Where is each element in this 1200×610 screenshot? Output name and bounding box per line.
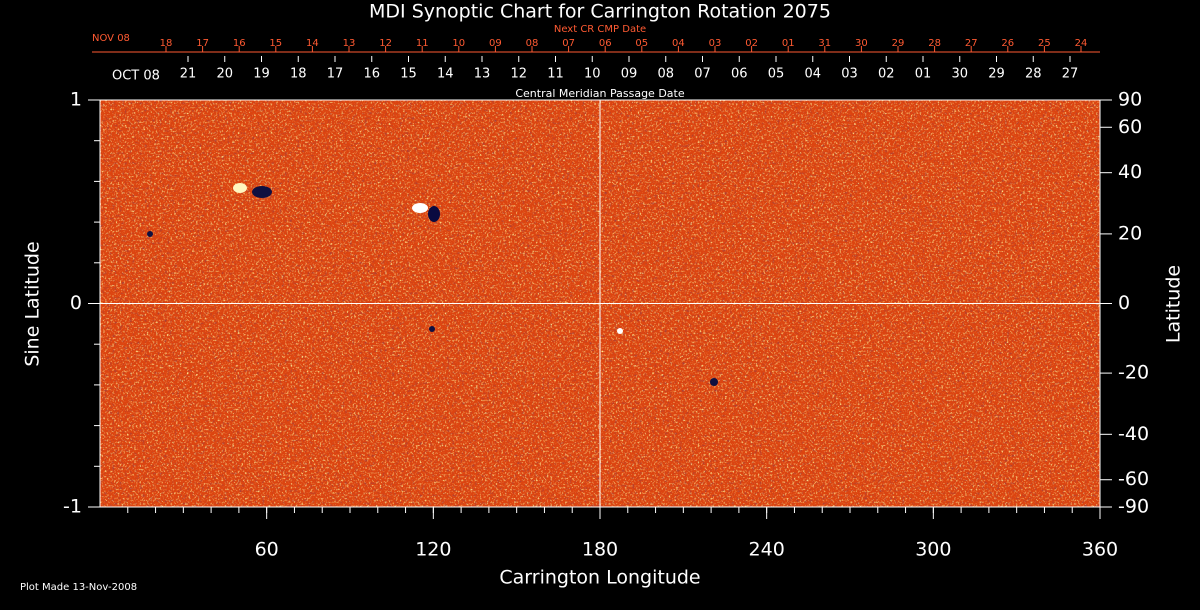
x-tick-label: 240 [749,539,785,561]
spot [710,378,718,386]
next-cmp-label: 28 [928,38,941,49]
y2-tick-label: -60 [1118,468,1149,490]
cmp-label: 27 [1062,67,1079,82]
cmp-label: 04 [804,67,821,82]
y-tick-label: -1 [63,496,82,518]
x-axis-label: Carrington Longitude [499,567,700,589]
x-tick-label: 120 [415,539,451,561]
y2-tick-label: -20 [1118,362,1149,384]
next-cmp-label: 30 [855,38,868,49]
x-tick-label: 300 [915,539,951,561]
next-cmp-label: 18 [160,38,173,49]
x-tick-label: 360 [1082,539,1118,561]
cmp-label: 13 [474,67,491,82]
cmp-label: 12 [510,67,527,82]
cmp-start: OCT 08 [112,69,160,84]
y2-tick-label: 90 [1118,89,1142,111]
next-cmp-label: 29 [892,38,905,49]
next-cmp-label: 12 [379,38,392,49]
active-regions [147,183,718,386]
spot [617,328,623,334]
cmp-label: 20 [216,67,233,82]
next-cmp-label: 25 [1038,38,1051,49]
y2-tick-label: 40 [1118,161,1142,183]
cmp-label: 18 [290,67,307,82]
next-cmp-label: 02 [745,38,758,49]
spot [233,183,247,193]
cmp-label: 02 [878,67,895,82]
cmp-label: 30 [951,67,968,82]
cmp-label: 09 [621,67,638,82]
y2-axis-label: Latitude [1163,265,1185,343]
next-cmp-axis-label: Next CR CMP Date [554,24,646,35]
cmp-label: 14 [437,67,454,82]
next-cmp-label: 14 [306,38,319,49]
y-tick-label: 1 [70,89,82,111]
cmp-label: 06 [731,67,748,82]
next-cmp-label: 07 [562,38,575,49]
y-tick-label: 0 [70,292,82,314]
footer: Plot Made 13-Nov-2008 [20,582,137,593]
y2-tick-label: 0 [1118,292,1130,314]
y2-tick-label: -40 [1118,423,1149,445]
cmp-label: 05 [768,67,785,82]
spot [412,203,428,213]
next-cmp-label: 08 [526,38,539,49]
cmp-label: 01 [915,67,932,82]
next-cmp-label: 03 [709,38,722,49]
next-cmp-label: 27 [965,38,978,49]
next-cmp-label: 04 [672,38,685,49]
cmp-label: 11 [547,67,564,82]
cmp-label: 03 [841,67,858,82]
cmp-label: 17 [327,67,344,82]
next-cmp-label: 09 [489,38,502,49]
spot [429,326,435,332]
cmp-label: 15 [400,67,417,82]
y2-tick-label: 20 [1118,222,1142,244]
spot [252,186,272,198]
chart-title: MDI Synoptic Chart for Carrington Rotati… [369,1,831,23]
y2-tick-label: 60 [1118,116,1142,138]
next-cmp-label: 11 [416,38,429,49]
cmp-label: 16 [363,67,380,82]
spot [428,206,440,222]
cmp-label: 29 [988,67,1005,82]
next-cmp-start: NOV 08 [92,33,130,44]
x-tick-label: 180 [582,539,618,561]
cmp-label: 21 [180,67,197,82]
next-cmp-label: 17 [196,38,209,49]
cmp-label: 10 [584,67,601,82]
cmp-axis-label: Central Meridian Passage Date [515,87,684,100]
cmp-label: 28 [1025,67,1042,82]
next-cmp-label: 26 [1001,38,1014,49]
next-cmp-label: 10 [452,38,465,49]
next-cmp-label: 16 [233,38,246,49]
next-cmp-label: 01 [782,38,795,49]
next-cmp-label: 13 [343,38,356,49]
next-cmp-label: 05 [635,38,648,49]
next-cmp-label: 31 [818,38,831,49]
cmp-label: 19 [253,67,270,82]
next-cmp-label: 15 [269,38,282,49]
cmp-label: 08 [657,67,674,82]
spot [147,231,153,237]
next-cmp-label: 06 [599,38,612,49]
y-axis-label: Sine Latitude [22,241,44,366]
x-tick-label: 60 [255,539,279,561]
next-cmp-label: 24 [1075,38,1088,49]
cmp-label: 07 [694,67,711,82]
y2-tick-label: -90 [1118,496,1149,518]
